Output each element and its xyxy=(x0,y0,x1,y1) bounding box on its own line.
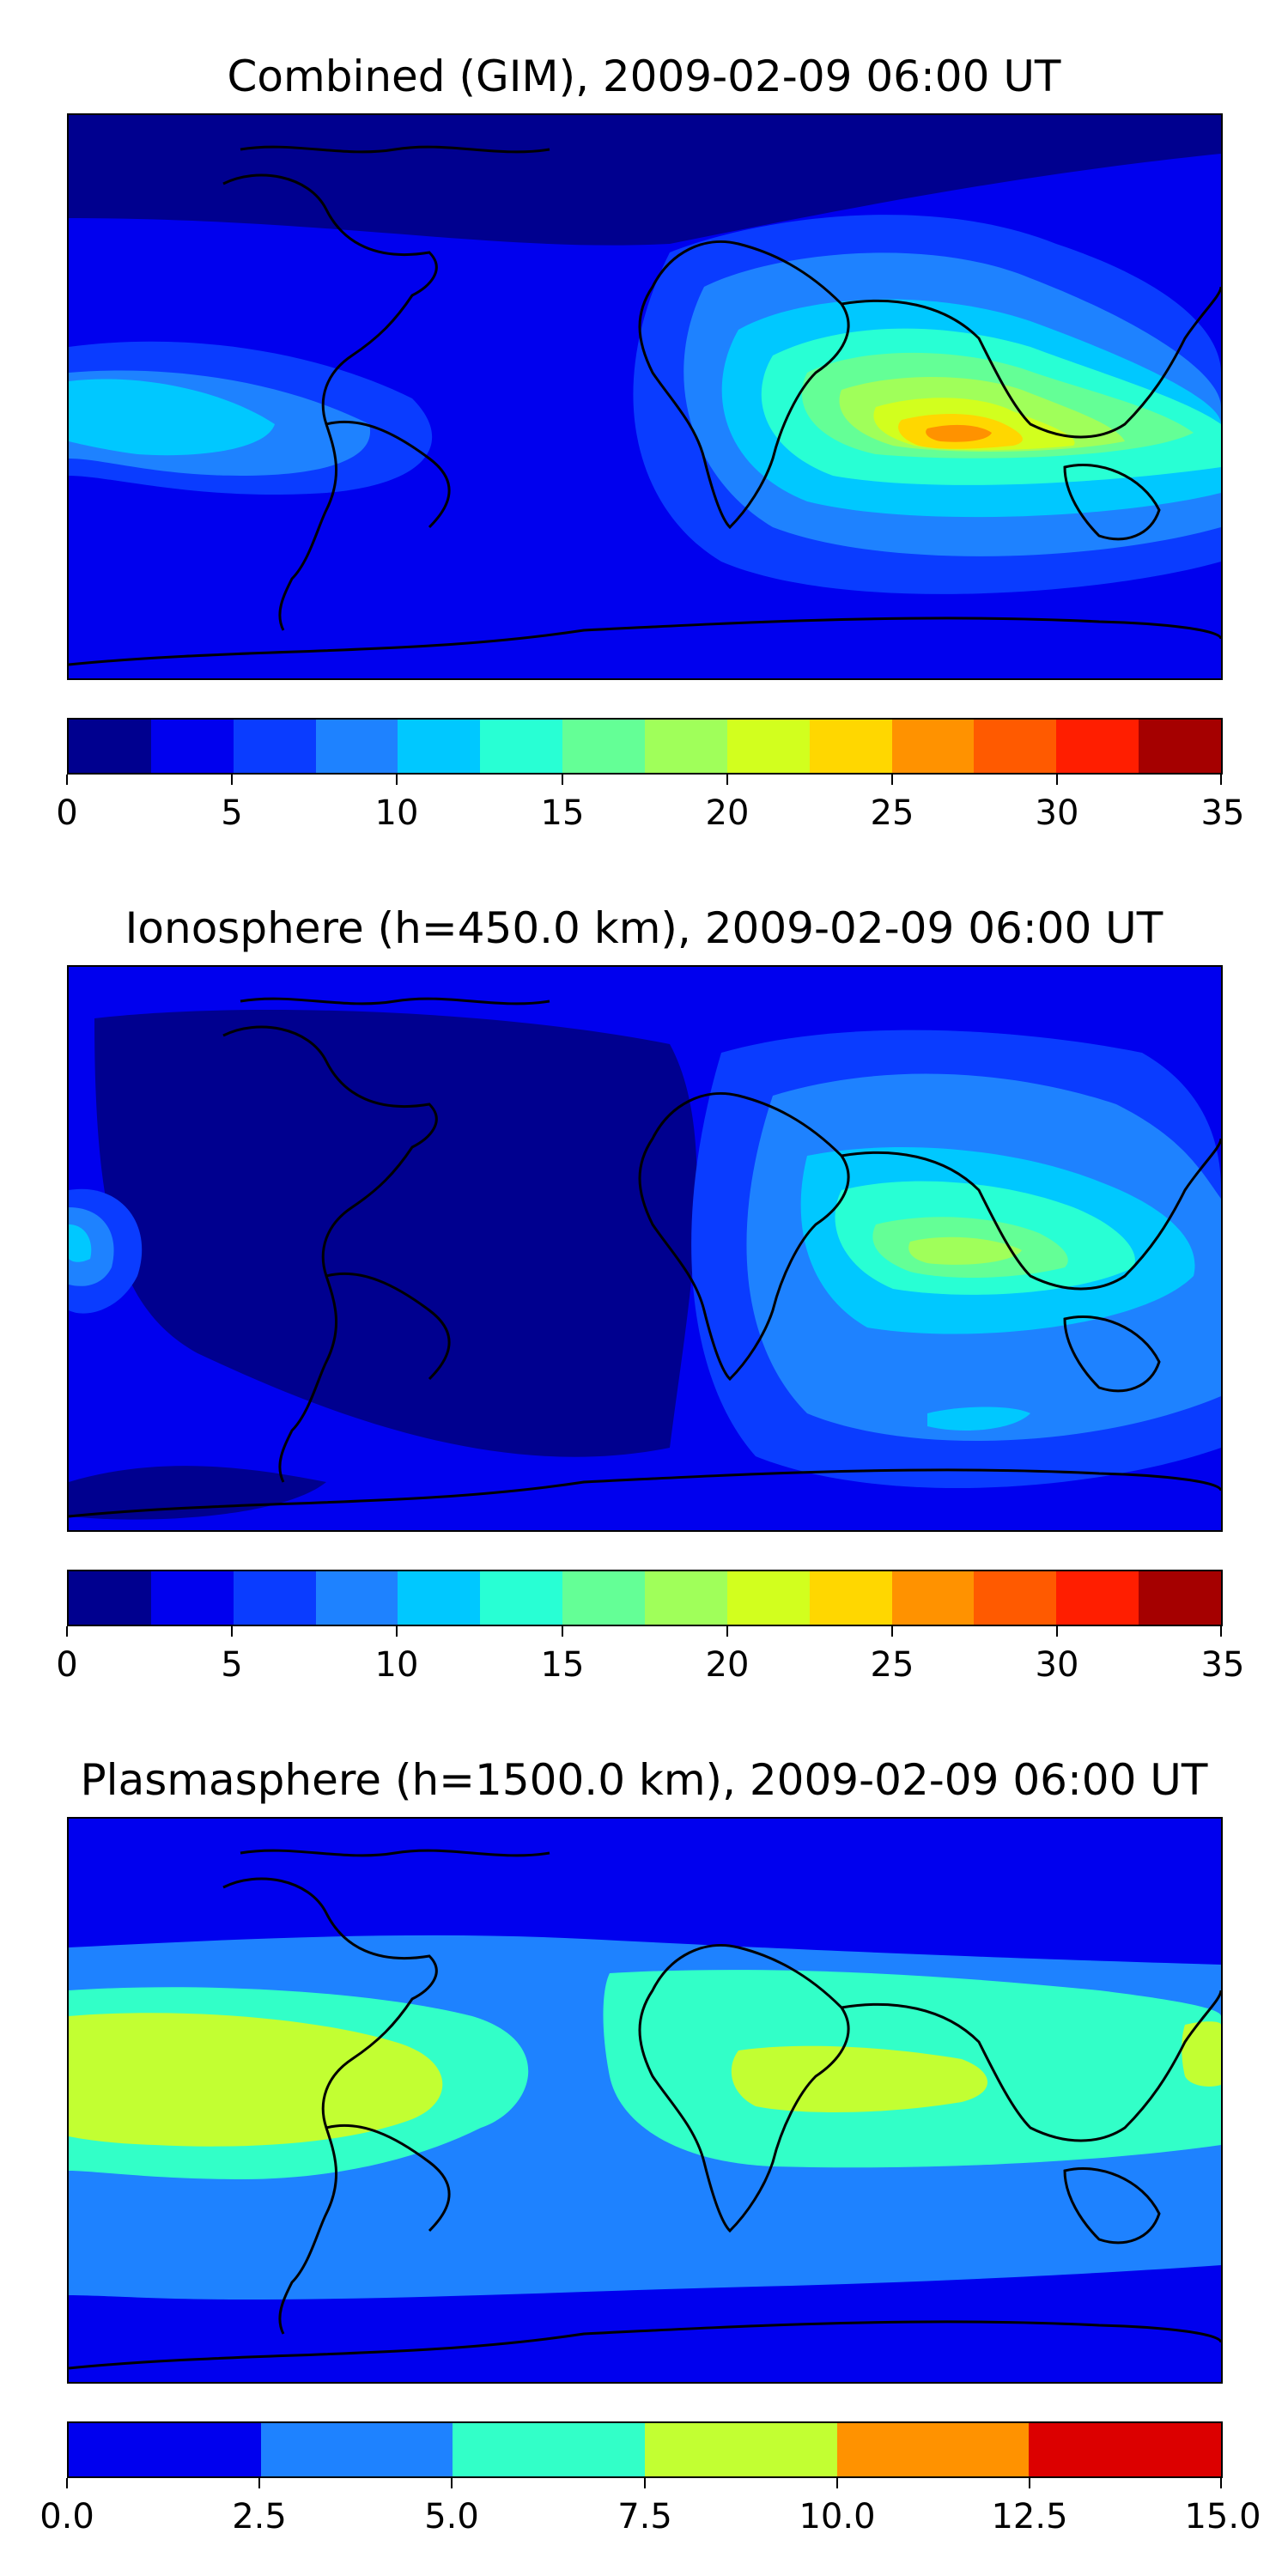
tick-label: 10 xyxy=(374,1645,419,1685)
colorbar-segment xyxy=(69,2423,261,2476)
colorbar-segment xyxy=(974,1571,1057,1625)
tick-mark xyxy=(562,775,563,785)
tick-label: 30 xyxy=(1035,793,1079,833)
tec-map xyxy=(67,113,1223,680)
colorbar-segment xyxy=(150,720,234,773)
tick-label: 10.0 xyxy=(799,2497,876,2537)
tick-mark xyxy=(66,1626,68,1637)
tick-mark xyxy=(451,2478,453,2488)
colorbar-segment xyxy=(69,1571,151,1625)
tick-mark xyxy=(1220,1626,1222,1637)
colorbar-segment xyxy=(480,1571,563,1625)
colorbar-segment xyxy=(891,1571,975,1625)
tick-label: 0 xyxy=(56,793,78,833)
colorbar-segment xyxy=(453,2423,646,2476)
tick-mark xyxy=(258,2478,260,2488)
colorbar-segment xyxy=(260,2423,453,2476)
tick-label: 35 xyxy=(1200,1645,1245,1685)
tick-mark xyxy=(1220,775,1222,785)
colorbar-segment xyxy=(398,720,481,773)
colorbar-segment xyxy=(562,720,646,773)
colorbar-segment xyxy=(891,720,975,773)
colorbar-segment xyxy=(233,1571,316,1625)
colorbar-segment xyxy=(645,2423,837,2476)
tick-label: 20 xyxy=(705,793,750,833)
tick-mark xyxy=(836,2478,838,2488)
colorbar-segment xyxy=(1139,720,1222,773)
colorbar xyxy=(67,718,1223,775)
tick-label: 15 xyxy=(540,1645,585,1685)
panel-title: Combined (GIM), 2009-02-09 06:00 UT xyxy=(227,52,1061,101)
colorbar-segment xyxy=(480,720,563,773)
tick-mark xyxy=(231,1626,233,1637)
tick-label: 15.0 xyxy=(1184,2497,1261,2537)
tec-map-svg xyxy=(69,967,1221,1530)
tick-label: 25 xyxy=(870,1645,914,1685)
tick-mark xyxy=(726,1626,728,1637)
colorbar-segment xyxy=(69,720,151,773)
tick-label: 25 xyxy=(870,793,914,833)
colorbar-segment xyxy=(645,720,727,773)
tick-mark xyxy=(66,775,68,785)
tick-label: 35 xyxy=(1200,793,1245,833)
colorbar-ticks: 0 5 10 15 20 25 30 35 xyxy=(56,1626,1244,1686)
tick-label: 10 xyxy=(374,793,419,833)
colorbar-segment xyxy=(1056,1571,1139,1625)
colorbar-segment xyxy=(315,1571,398,1625)
tec-map-svg xyxy=(69,1819,1221,2382)
colorbar-segment xyxy=(836,2423,1030,2476)
colorbar-segment xyxy=(315,720,398,773)
tick-label: 5 xyxy=(221,1645,243,1685)
tick-label: 5 xyxy=(221,793,243,833)
tick-mark xyxy=(891,775,893,785)
colorbar-segment xyxy=(150,1571,234,1625)
tick-label: 20 xyxy=(705,1645,750,1685)
colorbar-segment xyxy=(809,720,892,773)
tick-mark xyxy=(1029,2478,1030,2488)
colorbar-ticks: 0.0 2.5 5.0 7.5 10.0 12.5 15.0 xyxy=(39,2478,1261,2538)
tick-label: 15 xyxy=(540,793,585,833)
panel-title: Ionosphere (h=450.0 km), 2009-02-09 06:0… xyxy=(125,903,1163,953)
tec-map-svg xyxy=(69,115,1221,678)
tick-mark xyxy=(396,1626,398,1637)
tick-mark xyxy=(562,1626,563,1637)
tick-label: 0 xyxy=(56,1645,78,1685)
tick-label: 7.5 xyxy=(617,2497,672,2537)
colorbar-segment xyxy=(1029,2423,1222,2476)
colorbar-segment xyxy=(645,1571,727,1625)
colorbar-segment xyxy=(726,1571,810,1625)
panel-title: Plasmasphere (h=1500.0 km), 2009-02-09 0… xyxy=(80,1755,1208,1805)
tick-label: 0.0 xyxy=(39,2497,94,2537)
tick-label: 2.5 xyxy=(232,2497,287,2537)
tick-mark xyxy=(1220,2478,1222,2488)
tick-mark xyxy=(66,2478,68,2488)
tick-mark xyxy=(726,775,728,785)
colorbar-segment xyxy=(562,1571,646,1625)
colorbar xyxy=(67,2421,1223,2478)
tec-map xyxy=(67,1817,1223,2384)
colorbar-segment xyxy=(1056,720,1139,773)
colorbar-segment xyxy=(974,720,1057,773)
tick-label: 12.5 xyxy=(991,2497,1068,2537)
tick-mark xyxy=(644,2478,646,2488)
colorbar-segment xyxy=(809,1571,892,1625)
colorbar-segment xyxy=(1139,1571,1222,1625)
tick-mark xyxy=(1056,775,1058,785)
colorbar-segment xyxy=(726,720,810,773)
tick-label: 30 xyxy=(1035,1645,1079,1685)
tick-mark xyxy=(1056,1626,1058,1637)
tick-mark xyxy=(891,1626,893,1637)
colorbar-ticks: 0 5 10 15 20 25 30 35 xyxy=(56,775,1244,835)
colorbar-segment xyxy=(398,1571,481,1625)
tick-label: 5.0 xyxy=(424,2497,479,2537)
tick-mark xyxy=(231,775,233,785)
colorbar xyxy=(67,1570,1223,1626)
tick-mark xyxy=(396,775,398,785)
colorbar-segment xyxy=(233,720,316,773)
tec-map xyxy=(67,965,1223,1532)
